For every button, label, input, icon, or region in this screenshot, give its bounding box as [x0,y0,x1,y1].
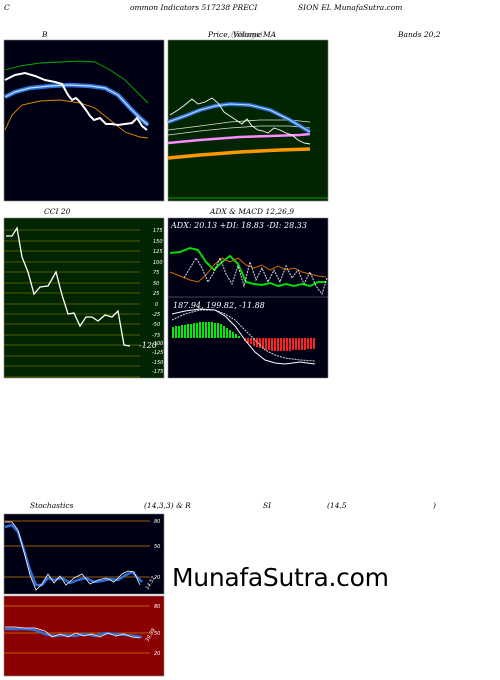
bands-upper-line [4,60,149,104]
cci-tick-neg75: -75 [152,333,160,339]
macd-histogram [172,322,315,351]
stoch-d-line [4,523,143,587]
cci-tick-neg125: -125 [152,350,163,356]
macd-panel-bg [167,217,329,379]
bands-left-label: B [42,30,48,39]
volume-label: Volume [233,30,262,39]
cci-tick-neg100: -100 [152,341,163,347]
cci-tick-75: 75 [153,270,159,276]
price-panel [167,39,329,202]
adx-minus-di-line [169,257,327,283]
price-magenta-ma [167,132,311,145]
macd-line [171,308,316,365]
macd-values: 187.94, 199.82, -11.88 [173,301,265,310]
stoch-panel-bg [3,513,165,595]
stoch-grid [4,520,150,578]
stoch-tick-80: 80 [154,519,160,525]
cci-tick-25: 25 [153,291,159,297]
rsi-si: SI [263,501,272,510]
cci-line [6,226,131,347]
cci-tick-neg25: -25 [152,312,160,318]
cci-tick-neg175: -175 [152,369,163,375]
cci-panel: 175 150 125 100 75 50 25 0 -25 -50 -75 -… [3,217,165,379]
watermark: MunafaSutra.com [172,563,389,592]
cci-tick-0: 0 [155,302,158,308]
bands-middle-highlight [4,84,149,126]
cci-tick-neg150: -150 [152,360,163,366]
price-white-ma2 [167,125,311,136]
rsi-white-line [5,626,141,639]
macd-title: ADX & MACD 12,26,9 [210,207,295,216]
cci-tick-175: 175 [153,228,163,234]
bands-right-label: Bands 20,2 [398,30,441,39]
rsi-close-paren: ) [433,501,436,510]
rsi-tick-50: 50 [154,631,160,637]
rsi-panel: 80 50 20 39.89 [3,595,165,677]
stoch-params: (14,3,3) & R [144,501,191,510]
price-orange-ma [167,147,311,160]
cci-label: CCI 20 [44,207,71,216]
macd-signal-line [171,309,316,362]
stoch-panel: 80 50 20 14.57 [3,513,165,595]
adx-values: ADX: 20.13 +DI: 18.83 -DI: 28.33 [170,221,307,230]
stoch-tick-20: 20 [154,575,160,581]
stoch-tick-50: 50 [154,544,160,550]
cci-tick-150: 150 [153,239,163,245]
cci-tick-125: 125 [153,249,163,255]
cci-current-value: -120 [139,341,157,350]
cci-grid [4,229,140,378]
cci-tick-50: 50 [153,281,159,287]
price-blue-ma-highlight [167,103,311,133]
ma-label: MA [263,30,277,39]
rsi-params: (14,5 [327,501,347,510]
price-label: Price, [208,30,231,39]
bands-price-line [4,71,148,131]
header-c: C [4,3,10,12]
header-left: ommon Indicators 517238 PRECI [130,3,258,12]
price-line [169,97,311,145]
adx-line [183,256,328,296]
adx-plus-di-line [169,246,326,288]
macd-panel: ADX: 20.13 +DI: 18.83 -DI: 28.33 187.94,… [167,217,329,379]
rsi-tick-80: 80 [154,604,160,610]
stoch-label: Stochastics [30,501,74,510]
cci-tick-neg50: -50 [152,322,160,328]
bands-panel-bg [3,39,165,202]
rsi-tick-20: 20 [154,651,160,657]
stoch-k-line [5,521,141,591]
bands-panel [3,39,165,202]
cci-panel-bg [3,217,165,379]
fillings-label: (fillings) [231,30,263,39]
header-right: SION EL MunafaSutra.com [298,3,403,12]
cci-tick-100: 100 [153,260,163,266]
